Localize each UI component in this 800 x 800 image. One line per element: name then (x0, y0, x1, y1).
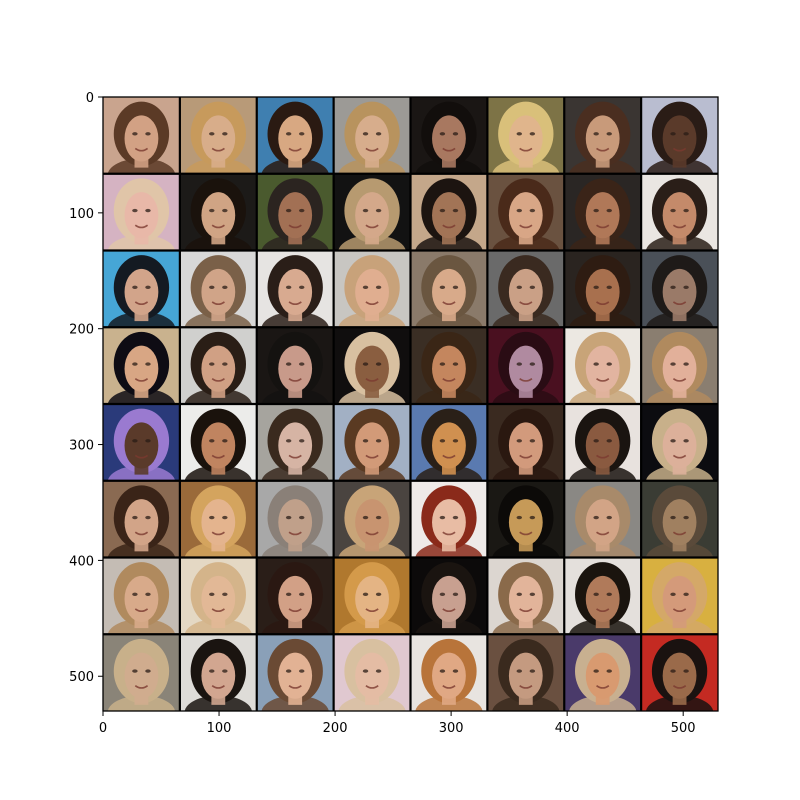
y-tick-label: 300 (69, 439, 94, 454)
image-tile (256, 634, 334, 711)
y-tick-label: 100 (69, 207, 94, 222)
axes-frame (102, 96, 719, 712)
image-tiles (103, 97, 718, 711)
image-tile (410, 480, 488, 576)
x-tick-label: 300 (439, 721, 464, 736)
x-axis: 0 100 200 300 400 500 (99, 711, 696, 736)
image-tile (103, 557, 180, 653)
image-tile (410, 634, 488, 711)
y-tick-label: 500 (69, 670, 94, 685)
x-tick-label: 400 (555, 721, 580, 736)
image-tile (179, 634, 257, 711)
y-axis: 0 100 200 300 400 500 (69, 91, 103, 685)
image-tile (410, 557, 488, 653)
x-tick-label: 200 (323, 721, 348, 736)
image-tile (410, 404, 488, 500)
image-tile (103, 327, 180, 423)
image-tile (641, 480, 718, 576)
y-tick-label: 200 (69, 323, 94, 338)
image-tile (487, 480, 565, 576)
image-tile (487, 634, 565, 711)
image-tile (333, 634, 411, 711)
image-tile (641, 634, 718, 711)
image-tile (256, 173, 334, 269)
y-tick-label: 400 (69, 554, 94, 569)
x-tick-label: 100 (207, 721, 232, 736)
image-tile (564, 634, 642, 711)
y-tick-label: 0 (86, 91, 94, 106)
image-tile (564, 173, 642, 269)
x-tick-label: 500 (671, 721, 696, 736)
image-tile (410, 173, 488, 269)
x-tick-label: 0 (99, 721, 107, 736)
image-tile (103, 634, 180, 711)
